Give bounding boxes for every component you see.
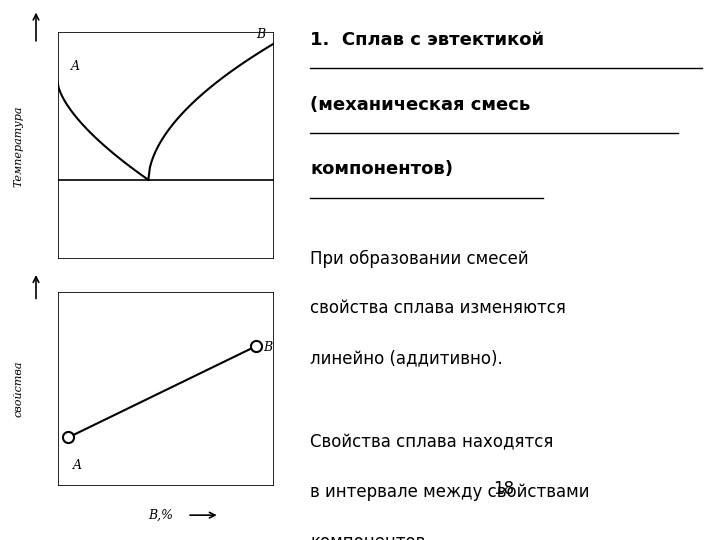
Text: свойства сплава изменяются: свойства сплава изменяются — [310, 299, 567, 318]
Text: компонентов): компонентов) — [310, 160, 454, 178]
Text: A: A — [71, 60, 79, 73]
Text: 18: 18 — [493, 480, 515, 498]
Text: Температура: Температура — [14, 105, 24, 186]
Text: в интервале между свойствами: в интервале между свойствами — [310, 483, 590, 501]
Text: Свойства сплава находятся: Свойства сплава находятся — [310, 434, 554, 451]
Text: B: B — [263, 341, 272, 354]
Text: A: A — [73, 459, 82, 472]
Text: B: B — [256, 29, 266, 42]
Text: линейно (аддитивно).: линейно (аддитивно). — [310, 349, 503, 367]
Text: (механическая смесь: (механическая смесь — [310, 96, 531, 114]
Text: При образовании смесей: При образовании смесей — [310, 249, 529, 268]
Text: компонентов.: компонентов. — [310, 533, 431, 540]
Text: свойства: свойства — [14, 361, 24, 417]
Text: 1.  Сплав с эвтектикой: 1. Сплав с эвтектикой — [310, 31, 544, 49]
Text: B,%: B,% — [148, 509, 174, 522]
